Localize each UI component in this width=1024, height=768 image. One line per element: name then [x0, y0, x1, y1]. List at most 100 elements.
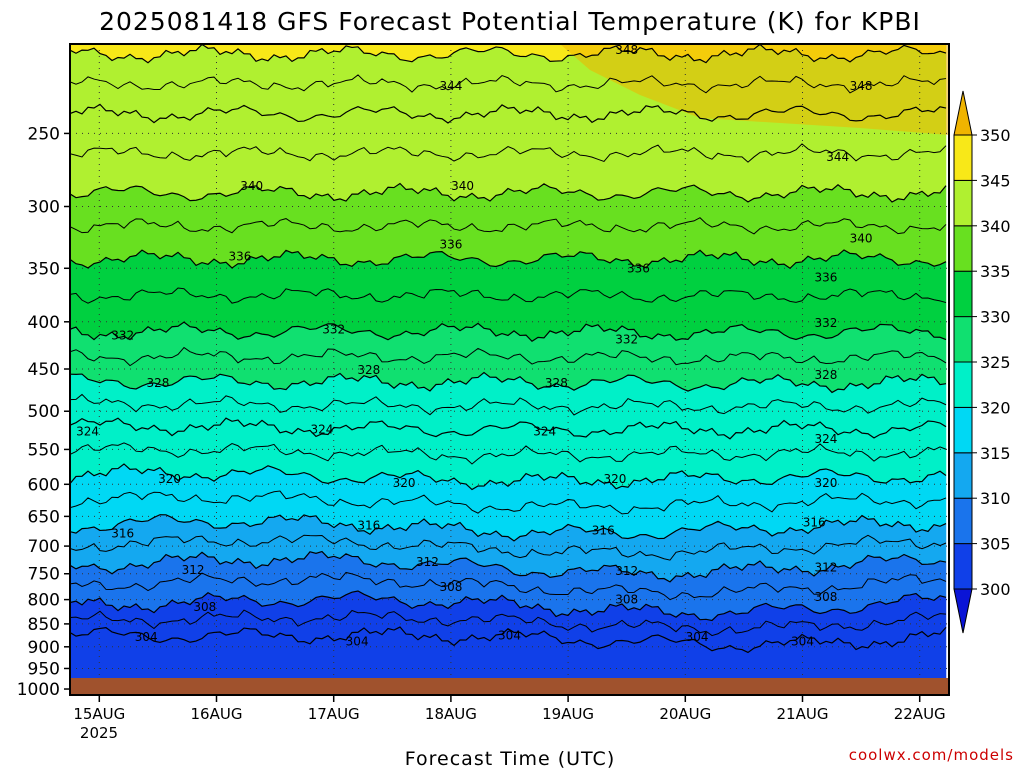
y-axis: 250 300 350 400 450 500 550 600 650 700 750 800 850 9…	[17, 124, 70, 700]
contour-label: 304	[791, 634, 814, 648]
contour-label: 344	[439, 79, 462, 93]
contour-label: 304	[346, 634, 369, 648]
y-tick-label: 550	[28, 440, 60, 460]
contour-label: 332	[615, 332, 638, 346]
contour-line-320	[70, 463, 947, 491]
y-tick-label: 950	[28, 659, 60, 679]
contour-label: 308	[439, 580, 462, 594]
x-tick-label: 21AUG	[777, 705, 829, 723]
colorbar-label: 345	[980, 171, 1011, 190]
colorbar-segment	[953, 270, 973, 318]
contour-line-312	[70, 550, 947, 583]
contour-line-340	[70, 182, 947, 203]
contour-label: 324	[814, 432, 837, 446]
x-tick-label: 15AUG	[73, 705, 125, 723]
y-tick-label: 1000	[17, 680, 60, 700]
contour-line	[70, 74, 947, 94]
colorbar-label: 330	[980, 308, 1011, 327]
colorbar-high-arrow	[953, 90, 973, 136]
x-axis-year: 2025	[80, 724, 118, 742]
contour-label: 336	[228, 250, 251, 264]
contour-label: 340	[451, 179, 474, 193]
contour-line	[70, 534, 947, 561]
y-tick-label: 350	[28, 259, 60, 279]
contour-line	[70, 346, 947, 367]
colorbar-label: 335	[980, 262, 1011, 281]
contour-line-344	[70, 103, 947, 124]
colorbar-label: 300	[980, 580, 1011, 599]
contour-label: 320	[814, 476, 837, 490]
y-tick-label: 800	[28, 591, 60, 611]
contour-label: 316	[803, 516, 826, 530]
contour-label: 320	[158, 472, 181, 486]
contour-label: 324	[311, 422, 334, 436]
contour-label: 304	[686, 630, 709, 644]
contour-label: 312	[416, 555, 439, 569]
contour-line	[70, 287, 947, 304]
colorbar-segment	[953, 316, 973, 363]
contour-line	[70, 609, 947, 637]
colorbar-segment	[953, 179, 973, 227]
contour-label: 340	[850, 232, 873, 246]
contour-label: 308	[615, 593, 638, 607]
contour-label: 308	[193, 600, 216, 614]
fill-band	[560, 44, 949, 135]
contour-label: 304	[135, 630, 158, 644]
contour-label: 340	[240, 179, 263, 193]
contour-label: 332	[111, 329, 134, 343]
contour-label: 328	[545, 376, 568, 390]
colorbar-label: 305	[980, 535, 1011, 554]
x-tick-label: 16AUG	[191, 705, 243, 723]
colorbar-label: 340	[980, 217, 1011, 236]
colorbar-segment	[953, 543, 973, 590]
contour-lines	[70, 44, 947, 654]
x-tick-label: 20AUG	[659, 705, 711, 723]
x-axis-title: Forecast Time (UTC)	[405, 748, 615, 768]
contour-line	[70, 571, 947, 601]
contour-label: 332	[322, 323, 345, 337]
contour-line-332	[70, 321, 947, 343]
colorbar-segment	[953, 452, 973, 499]
colorbar-segment	[953, 497, 973, 545]
contour-line	[70, 490, 947, 515]
contour-label: 308	[814, 590, 837, 604]
y-tick-label: 700	[28, 537, 60, 557]
y-tick-label: 300	[28, 198, 60, 218]
contour-label: 332	[814, 316, 837, 330]
y-tick-label: 250	[28, 124, 60, 144]
x-tick-label: 18AUG	[425, 705, 477, 723]
contour-label: 316	[111, 526, 134, 540]
contour-label: 344	[826, 150, 849, 164]
contour-label: 312	[615, 564, 638, 578]
colorbar-label: 325	[980, 353, 1011, 372]
contour-label: 336	[814, 270, 837, 284]
colorbar-segment	[953, 225, 973, 272]
y-tick-label: 750	[28, 565, 60, 585]
x-tick-label: 17AUG	[308, 705, 360, 723]
colorbar-segment	[953, 406, 973, 454]
contour-line	[70, 393, 947, 416]
contour-line-328	[70, 371, 947, 394]
contour-line-304	[70, 626, 947, 654]
contour-label: 320	[604, 472, 627, 486]
contour-line	[70, 442, 947, 465]
contour-label: 320	[393, 476, 416, 490]
y-tick-label: 400	[28, 313, 60, 333]
y-tick-label: 650	[28, 507, 60, 527]
colorbar-low-arrow	[953, 588, 973, 634]
colorbar-segment	[953, 361, 973, 408]
contour-label: 304	[498, 629, 521, 643]
contour-label: 316	[592, 523, 615, 537]
colorbar-label: 320	[980, 398, 1011, 417]
contour-label: 324	[533, 425, 556, 439]
y-tick-label: 900	[28, 638, 60, 658]
x-tick-label: 22AUG	[894, 705, 946, 723]
chart-title: 2025081418 GFS Forecast Potential Temper…	[99, 7, 921, 36]
contour-label: 316	[357, 519, 380, 533]
contour-line-316	[70, 514, 947, 542]
contour-label: 328	[814, 368, 837, 382]
y-tick-label: 850	[28, 615, 60, 635]
x-axis: 15AUG 16AUG 17AUG 18AUG 19AUG 20AUG 21AUG 22AUG	[73, 695, 946, 723]
